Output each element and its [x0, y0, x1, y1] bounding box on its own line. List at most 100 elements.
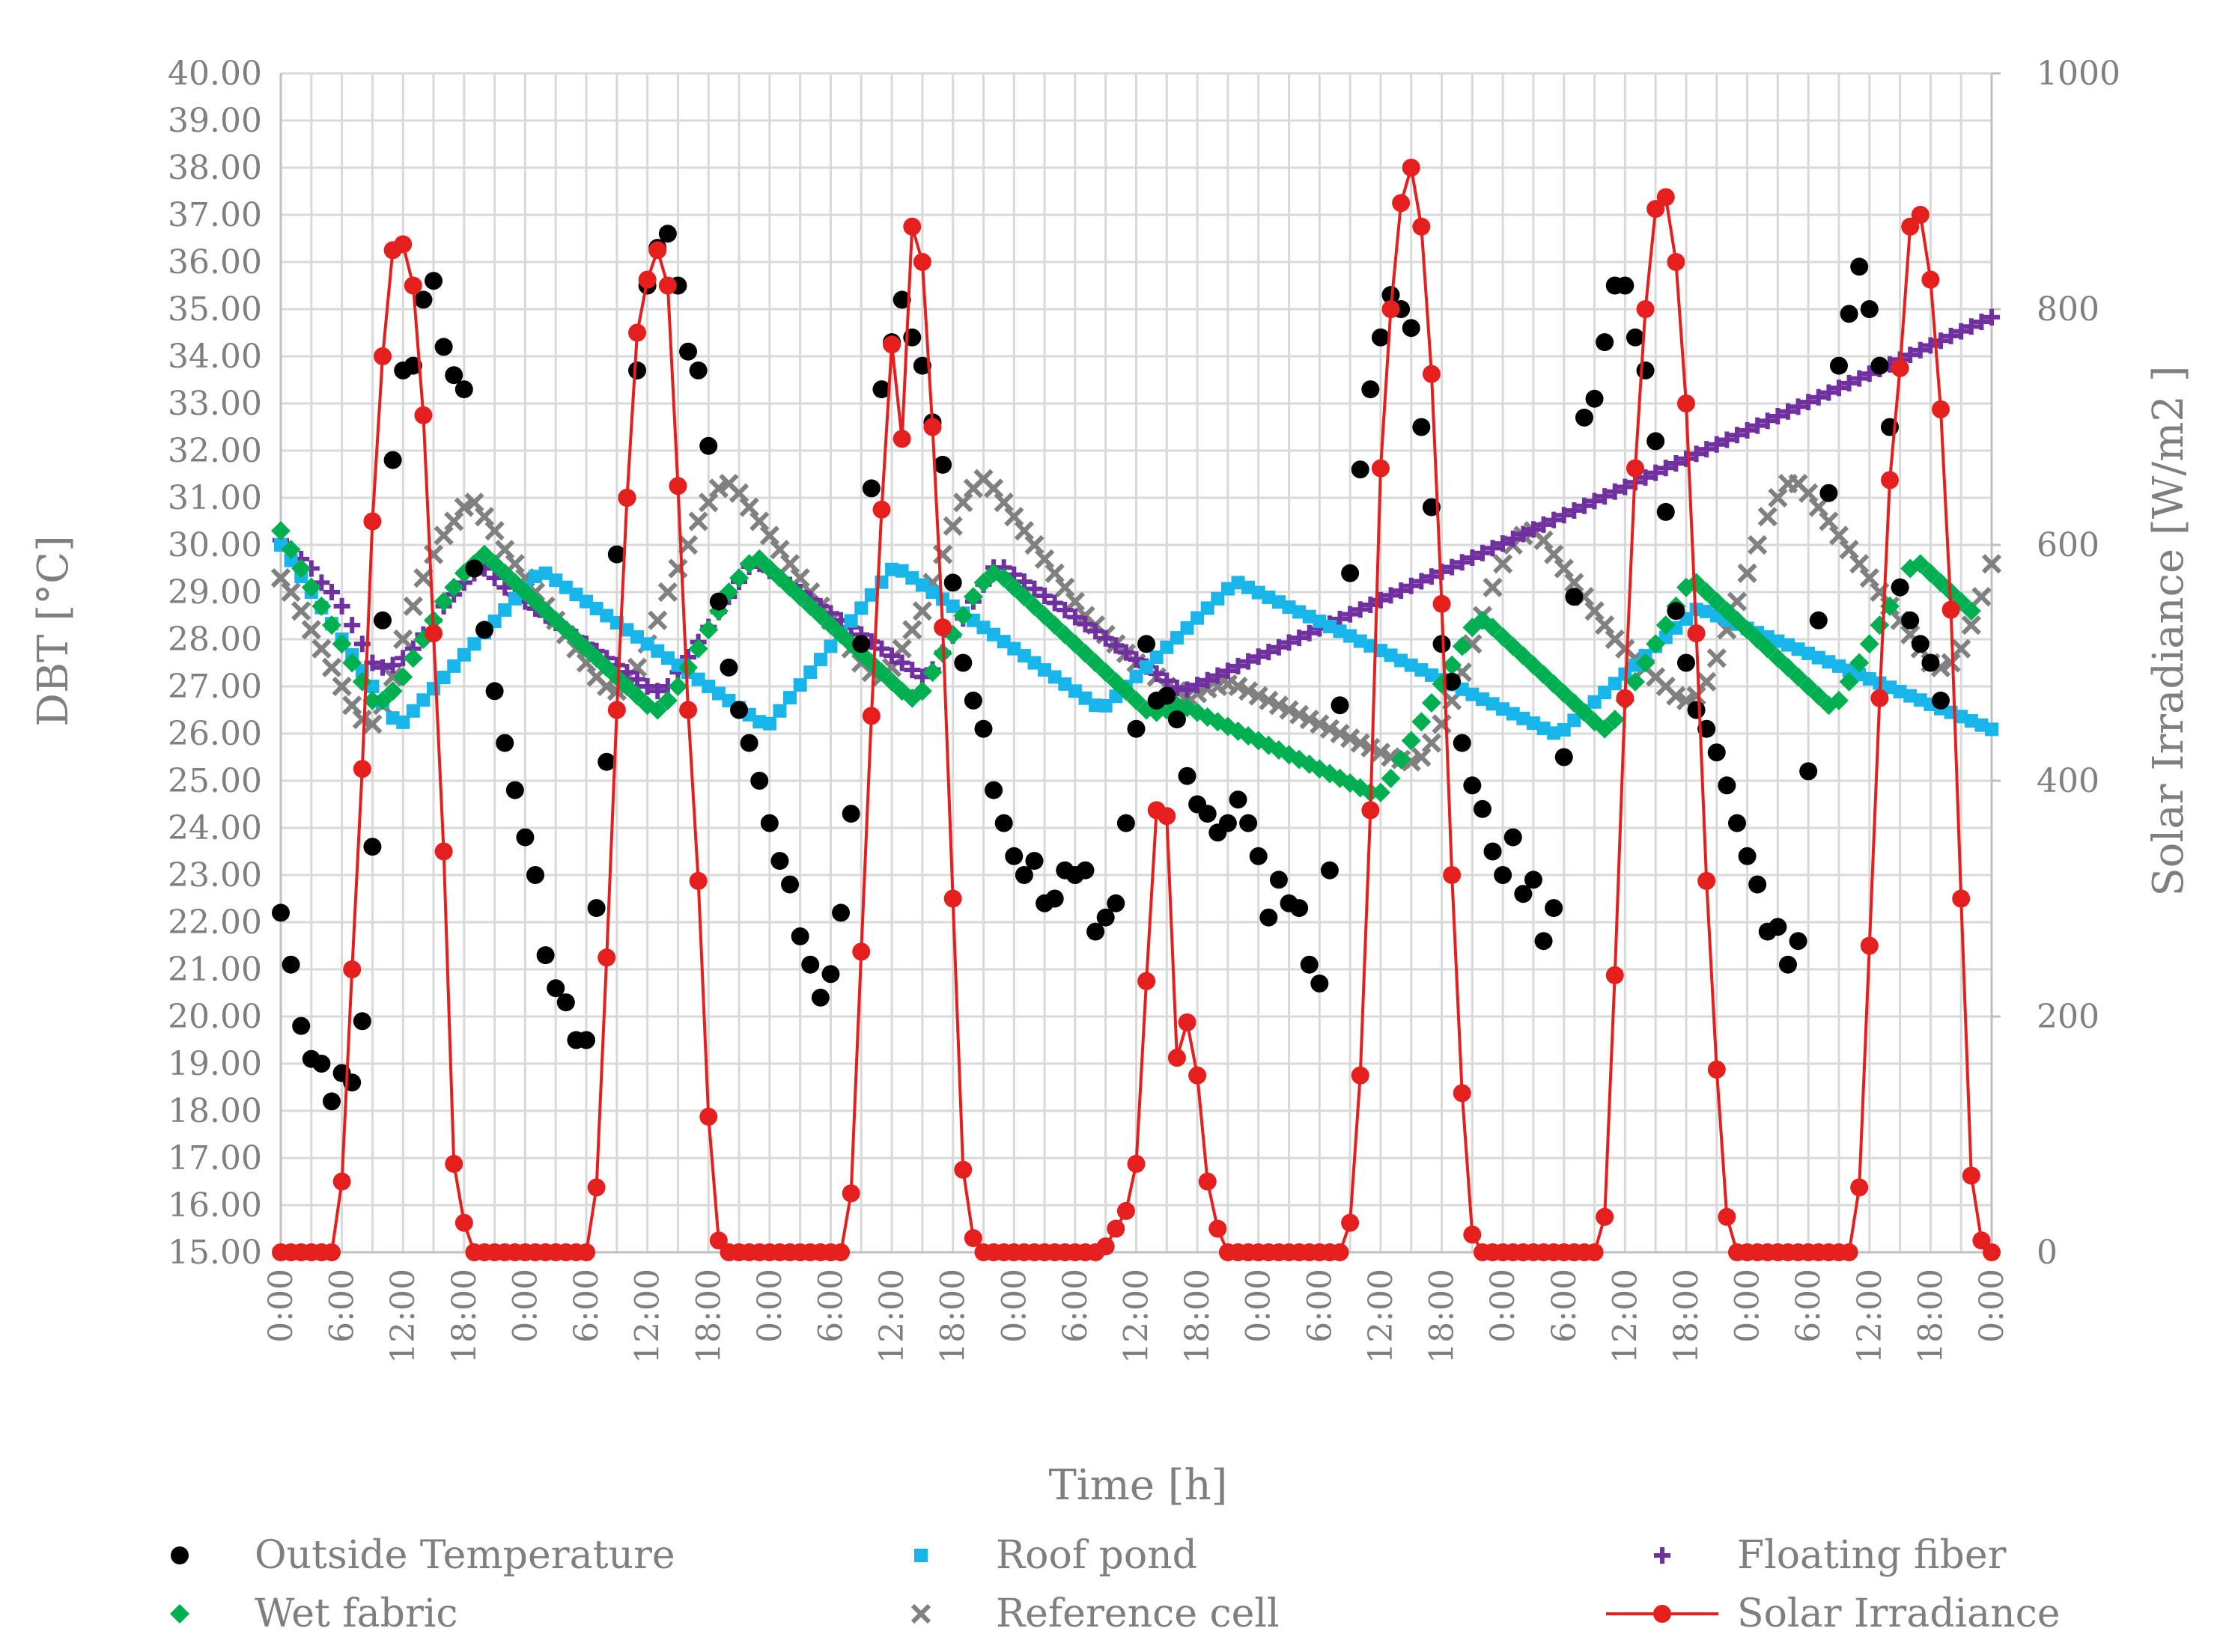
data-point-roof — [1516, 711, 1530, 725]
x-tick-label: 12:00 — [873, 1269, 911, 1364]
legend-label-ref: Reference cell — [996, 1591, 1280, 1636]
data-point-outside — [353, 1012, 371, 1031]
data-point-wet — [678, 657, 699, 677]
x-tick-label: 0:00 — [1484, 1269, 1522, 1343]
data-point-wet — [586, 648, 606, 668]
data-point-outside — [323, 1092, 341, 1111]
data-point-fiber — [1036, 588, 1053, 605]
data-point-solar — [1941, 600, 1960, 619]
data-point-roof — [538, 566, 553, 580]
data-point-ref — [1411, 747, 1432, 767]
data-point-solar — [1381, 300, 1400, 318]
data-point-wet — [1788, 667, 1808, 687]
data-point-fiber — [1229, 657, 1247, 674]
data-point-roof — [1506, 707, 1520, 721]
data-point-fiber — [1973, 314, 1990, 331]
data-point-wet — [627, 686, 648, 706]
data-point-wet — [546, 610, 566, 630]
data-point-fiber — [1566, 502, 1583, 519]
data-point-outside — [1809, 611, 1828, 630]
data-point-solar — [394, 235, 413, 254]
data-point-roof — [1292, 605, 1307, 619]
data-point-roof — [589, 602, 603, 616]
data-point-wet — [1808, 686, 1828, 706]
y-tick-label: 33.00 — [168, 385, 262, 423]
data-point-outside — [1911, 635, 1930, 653]
data-point-wet — [373, 690, 393, 710]
data-point-wet — [1778, 657, 1798, 677]
data-point-wet — [729, 568, 749, 588]
x-tick-label: 18:00 — [446, 1269, 484, 1364]
data-point-fiber — [1902, 347, 1919, 364]
data-point-ref — [749, 511, 770, 531]
series-outside — [272, 225, 1950, 1111]
data-point-solar — [669, 477, 687, 496]
data-point-outside — [1829, 356, 1848, 375]
data-point-ref — [342, 695, 362, 716]
data-point-wet — [872, 662, 892, 683]
data-point-fiber — [1402, 577, 1420, 594]
data-point-ref — [454, 497, 474, 517]
data-point-wet — [1095, 662, 1116, 683]
data-point-fiber — [1107, 637, 1125, 654]
data-point-roof — [386, 711, 400, 725]
data-point-outside — [730, 701, 749, 719]
data-point-solar — [1687, 624, 1706, 643]
data-point-roof — [895, 564, 909, 578]
data-point-roof — [1486, 697, 1500, 711]
data-point-wet — [1044, 615, 1065, 635]
data-point-roof — [620, 623, 634, 637]
data-point-outside — [1769, 918, 1787, 936]
data-point-ref — [1055, 577, 1075, 597]
x-tick-label: 6:00 — [1545, 1269, 1584, 1343]
data-point-ref — [770, 540, 790, 560]
y-right-tick-label: 1000 — [2037, 55, 2120, 93]
data-point-outside — [292, 1017, 311, 1035]
data-point-roof — [946, 599, 960, 613]
data-point-roof — [987, 627, 1001, 641]
data-point-outside — [628, 361, 647, 380]
data-point-fiber — [1657, 460, 1674, 477]
legend-item-outside: Outside Temperature — [171, 1533, 675, 1578]
data-point-solar — [1188, 1066, 1207, 1085]
data-point-ref — [902, 620, 922, 640]
x-tick-label: 12:00 — [384, 1269, 422, 1364]
data-point-wet — [770, 568, 790, 588]
data-point-ref — [311, 638, 332, 659]
series-roof — [274, 538, 1998, 740]
data-point-ref — [1941, 653, 1961, 673]
data-point-solar — [1178, 1013, 1196, 1031]
data-point-wet — [332, 634, 352, 654]
data-point-wet — [1706, 591, 1727, 612]
data-point-wet — [749, 549, 770, 569]
data-point-fiber — [1270, 638, 1287, 656]
data-point-fiber — [344, 617, 361, 634]
data-point-solar — [607, 701, 626, 719]
data-point-roof — [783, 691, 797, 705]
y-tick-label: 39.00 — [168, 102, 262, 140]
data-point-roof — [702, 680, 716, 693]
x-tick-label: 6:00 — [1301, 1269, 1339, 1343]
data-point-outside — [740, 734, 758, 752]
data-point-outside — [1015, 866, 1033, 884]
data-point-ref — [1819, 511, 1839, 531]
data-point-fiber — [1372, 591, 1389, 609]
data-point-roof — [762, 716, 776, 731]
data-point-fiber — [1718, 431, 1736, 448]
data-point-solar — [353, 760, 371, 778]
data-point-outside — [597, 752, 616, 771]
data-point-fiber — [1026, 580, 1043, 597]
data-point-outside — [1137, 635, 1156, 653]
data-point-solar — [1901, 217, 1920, 236]
data-point-wet — [1849, 653, 1870, 673]
data-point-solar — [1718, 1207, 1736, 1226]
x-tick-label: 6:00 — [812, 1269, 850, 1343]
data-point-wet — [1116, 681, 1136, 701]
data-point-fiber — [1046, 594, 1063, 612]
data-point-solar — [648, 241, 667, 260]
data-point-wet — [1748, 630, 1768, 649]
legend-item-ref: Reference cell — [910, 1591, 1280, 1636]
data-point-wet — [953, 606, 973, 626]
data-point-wet — [1533, 665, 1554, 685]
data-point-roof — [691, 672, 705, 686]
